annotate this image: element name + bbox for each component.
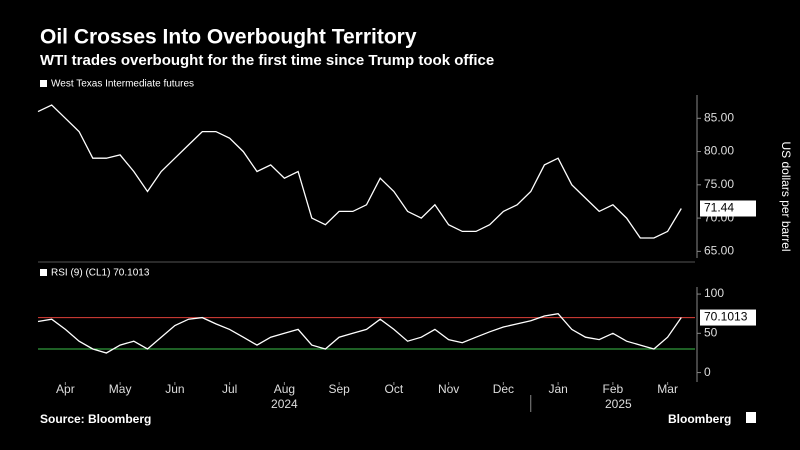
legend-label: RSI (9) (CL1) 70.1013 (51, 268, 150, 279)
legend-label: West Texas Intermediate futures (51, 79, 194, 90)
y-tick-label: 0 (704, 365, 711, 379)
x-tick-label: Jun (165, 382, 184, 396)
chart-title: Oil Crosses Into Overbought Territory (40, 26, 417, 49)
x-tick-label: Oct (385, 382, 404, 396)
last-value-box (700, 309, 756, 326)
chart-subtitle: WTI trades overbought for the first time… (40, 52, 494, 69)
x-tick-label: Feb (603, 382, 624, 396)
last-value-box (700, 200, 756, 217)
year-label: 2025 (605, 397, 632, 411)
x-tick-label: Aug (274, 382, 295, 396)
line-series (37, 104, 682, 239)
x-tick-label: Dec (493, 382, 514, 396)
last-value-label: 70.1013 (704, 310, 748, 324)
source: Source: Bloomberg (40, 412, 151, 426)
year-label: 2024 (271, 397, 298, 411)
y-tick-label: 80.00 (704, 144, 734, 158)
legend-swatch (40, 80, 47, 87)
last-value-label: 71.44 (704, 201, 734, 215)
x-tick-label: May (109, 382, 132, 396)
x-tick-label: Sep (328, 382, 350, 396)
y-tick-label: 85.00 (704, 110, 734, 124)
y-tick-label: 75.00 (704, 177, 734, 191)
y-axis-label: US dollars per barrel (779, 141, 793, 251)
legend-swatch (40, 269, 47, 276)
y-tick-label: 65.00 (704, 244, 734, 258)
x-tick-label: Jul (222, 382, 237, 396)
brand: Bloomberg (668, 412, 731, 426)
x-tick-label: Jan (548, 382, 567, 396)
line-series (37, 312, 682, 354)
x-tick-label: Nov (438, 382, 459, 396)
x-tick-label: Mar (657, 382, 678, 396)
y-tick-label: 50 (704, 325, 718, 339)
brand-icon (746, 412, 756, 423)
y-tick-label: 100 (704, 286, 724, 300)
x-tick-label: Apr (56, 382, 75, 396)
